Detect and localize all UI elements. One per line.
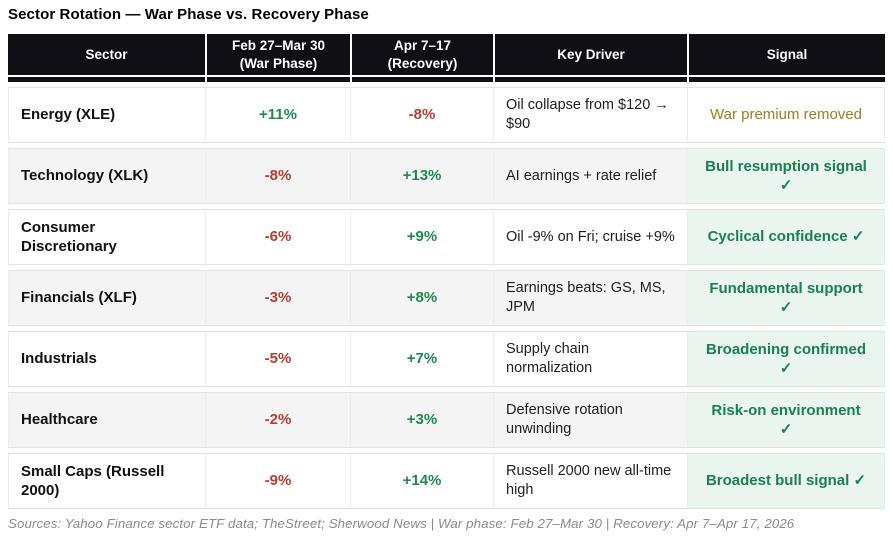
key-driver-cell: Earnings beats: GS, MS, JPM: [493, 270, 687, 326]
war-value: -8%: [205, 148, 350, 204]
table-row: Energy (XLE) +11% -8% Oil collapse from …: [8, 87, 885, 143]
header-row: Sector Feb 27–Mar 30 (War Phase) Apr 7–1…: [8, 34, 885, 75]
sources-footnote: Sources: Yahoo Finance sector ETF data; …: [8, 516, 795, 531]
war-value: +11%: [205, 87, 350, 143]
header-divider-bar: [8, 77, 885, 82]
header-cell-key-driver: Key Driver: [493, 34, 687, 75]
recovery-value: -8%: [350, 87, 493, 143]
sector-cell: Healthcare: [8, 392, 205, 448]
divider-segment: [8, 77, 205, 82]
recovery-value: +9%: [350, 209, 493, 265]
signal-cell: Fundamental support ✓: [687, 270, 885, 326]
header-cell-recovery: Apr 7–17 (Recovery): [350, 34, 493, 75]
sector-rotation-table: Sector Feb 27–Mar 30 (War Phase) Apr 7–1…: [8, 34, 885, 509]
table-row: Industrials -5% +7% Supply chain normali…: [8, 331, 885, 387]
sector-cell: Consumer Discretionary: [8, 209, 205, 265]
sector-cell: Small Caps (Russell 2000): [8, 453, 205, 509]
recovery-value: +14%: [350, 453, 493, 509]
key-driver-cell: Oil collapse from $120 → $90: [493, 87, 687, 143]
signal-cell: Broadest bull signal ✓: [687, 453, 885, 509]
key-driver-cell: AI earnings + rate relief: [493, 148, 687, 204]
page-title: Sector Rotation — War Phase vs. Recovery…: [8, 6, 369, 23]
signal-cell: War premium removed: [687, 87, 885, 143]
divider-segment: [687, 77, 885, 82]
recovery-value: +7%: [350, 331, 493, 387]
war-value: -5%: [205, 331, 350, 387]
war-value: -3%: [205, 270, 350, 326]
table-row: Financials (XLF) -3% +8% Earnings beats:…: [8, 270, 885, 326]
recovery-value: +3%: [350, 392, 493, 448]
key-driver-cell: Russell 2000 new all-time high: [493, 453, 687, 509]
sector-cell: Technology (XLK): [8, 148, 205, 204]
page: Sector Rotation — War Phase vs. Recovery…: [8, 6, 885, 531]
signal-cell: Bull resumption signal ✓: [687, 148, 885, 204]
war-value: -6%: [205, 209, 350, 265]
key-driver-cell: Oil -9% on Fri; cruise +9%: [493, 209, 687, 265]
signal-cell: Broadening confirmed ✓: [687, 331, 885, 387]
table-row: Small Caps (Russell 2000) -9% +14% Russe…: [8, 453, 885, 509]
sector-cell: Energy (XLE): [8, 87, 205, 143]
war-value: -2%: [205, 392, 350, 448]
recovery-value: +8%: [350, 270, 493, 326]
divider-segment: [493, 77, 687, 82]
header-cell-sector: Sector: [8, 34, 205, 75]
key-driver-cell: Supply chain normalization: [493, 331, 687, 387]
sector-cell: Financials (XLF): [8, 270, 205, 326]
signal-cell: Risk-on environment ✓: [687, 392, 885, 448]
signal-cell: Cyclical confidence ✓: [687, 209, 885, 265]
sector-cell: Industrials: [8, 331, 205, 387]
header-cell-war-phase: Feb 27–Mar 30 (War Phase): [205, 34, 350, 75]
divider-segment: [350, 77, 493, 82]
table-row: Healthcare -2% +3% Defensive rotation un…: [8, 392, 885, 448]
key-driver-cell: Defensive rotation unwinding: [493, 392, 687, 448]
header-cell-signal: Signal: [687, 34, 885, 75]
war-value: -9%: [205, 453, 350, 509]
table-row: Consumer Discretionary -6% +9% Oil -9% o…: [8, 209, 885, 265]
divider-segment: [205, 77, 350, 82]
table-row: Technology (XLK) -8% +13% AI earnings + …: [8, 148, 885, 204]
recovery-value: +13%: [350, 148, 493, 204]
